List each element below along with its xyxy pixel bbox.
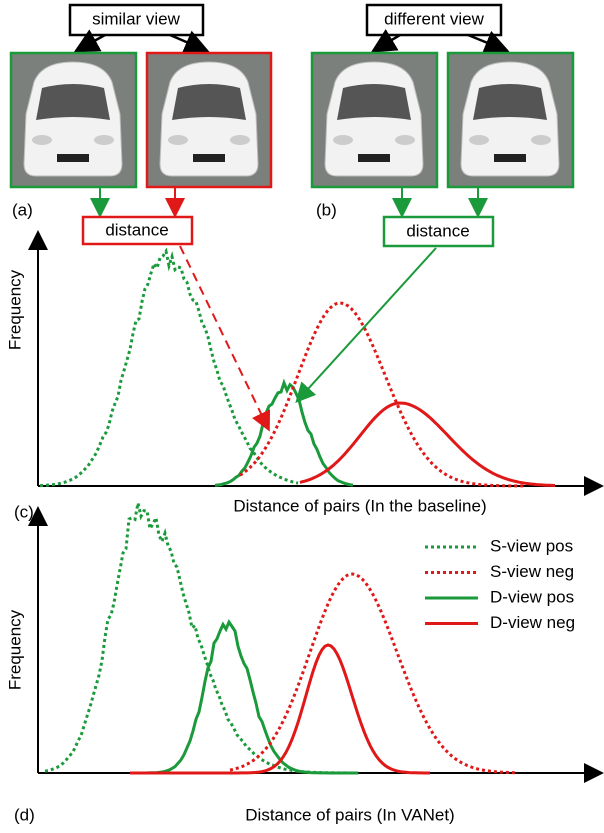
charts: Frequency Distance of pairs (In the base… xyxy=(5,230,604,824)
legend-label: D-view pos xyxy=(490,587,574,606)
distribution-curve xyxy=(299,401,556,487)
distribution-curve xyxy=(229,572,519,775)
legend-label: S-view pos xyxy=(490,536,573,555)
view-label: different view xyxy=(384,9,485,28)
panel-label: (a) xyxy=(12,200,33,219)
panel-label: (d) xyxy=(14,805,35,824)
distribution-curve xyxy=(239,301,526,488)
view-label: similar view xyxy=(92,9,181,28)
legend-label: S-view neg xyxy=(490,562,574,581)
distribution-curve xyxy=(44,502,360,775)
legend: S-view pos S-view neg D-view pos D-view neg xyxy=(425,536,575,632)
legend-label: D-view neg xyxy=(490,613,575,632)
panel-label: (c) xyxy=(14,502,34,521)
top-panel: similar view different view (a) (b) dist… xyxy=(9,3,575,248)
distribution-curve xyxy=(130,618,358,775)
y-axis-label: Frequency xyxy=(5,269,24,350)
distance-label: distance xyxy=(406,221,469,240)
panel-label: (b) xyxy=(316,200,337,219)
y-axis-label: Frequency xyxy=(5,609,24,690)
distribution-curve xyxy=(214,378,354,487)
x-axis-label: Distance of pairs (In VANet) xyxy=(245,805,454,824)
distribution-curve xyxy=(39,247,299,488)
distribution-curve xyxy=(130,643,430,775)
x-axis-label: Distance of pairs (In the baseline) xyxy=(233,496,486,515)
distance-label: distance xyxy=(105,220,168,239)
